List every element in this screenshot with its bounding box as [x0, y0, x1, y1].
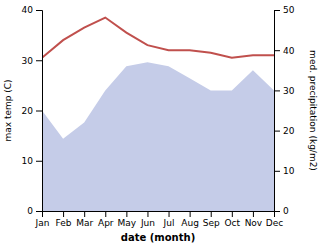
- tick-mark: [84, 211, 85, 217]
- tick: 30: [274, 86, 295, 96]
- tick: Jan: [35, 211, 50, 228]
- tick: Feb: [56, 211, 72, 228]
- tick-mark: [274, 10, 280, 11]
- area: [42, 62, 274, 211]
- tick-mark: [105, 211, 106, 217]
- tick-label: Nov: [245, 218, 263, 228]
- tick: Sep: [203, 211, 220, 228]
- tick-mark: [147, 211, 148, 217]
- tick: 40: [274, 46, 295, 56]
- tick-label: 40: [283, 46, 295, 56]
- tick: Nov: [245, 211, 263, 228]
- tick-label: Jul: [163, 218, 175, 228]
- chart: JanFebMarAprMayJunJulAugSepOctNovDec0102…: [0, 0, 318, 247]
- tick: Oct: [225, 211, 241, 228]
- tick-mark: [253, 211, 254, 217]
- tick-label: 20: [22, 106, 34, 116]
- tick-mark: [36, 211, 42, 212]
- tick: 30: [22, 56, 42, 66]
- tick-label: 50: [283, 5, 295, 15]
- tick-mark: [36, 161, 42, 162]
- tick: 10: [274, 166, 295, 176]
- tick-mark: [274, 50, 280, 51]
- x-axis: Jan Feb Mar Apr MayJun Jul Aug Sep Oct NovDec: [35, 211, 284, 228]
- tick-mark: [36, 111, 42, 112]
- tick-mark: [126, 211, 127, 217]
- tick: Aug: [181, 211, 199, 228]
- tick-label: Jun: [140, 218, 155, 228]
- tick: 20: [274, 126, 295, 136]
- tick: 40: [22, 5, 42, 15]
- tick-label: 30: [283, 86, 295, 96]
- axis-line: [43, 212, 275, 218]
- tick-mark: [274, 131, 280, 132]
- tick-mark: [36, 10, 42, 11]
- tick-mark: [232, 211, 233, 217]
- tick-label: 20: [283, 126, 295, 136]
- tick: Apr: [98, 211, 114, 228]
- plot-area: JanFebMarAprMayJunJulAugSepOctNovDec0102…: [22, 5, 295, 228]
- tick-label: Jan: [35, 218, 50, 228]
- y2-axis: 0 10 20 30 40 50: [274, 5, 295, 216]
- axis-line: [36, 11, 43, 212]
- tick-mark: [274, 90, 280, 91]
- line: [42, 18, 274, 58]
- tick-mark: [63, 211, 64, 217]
- x-axis-title: date (month): [121, 232, 195, 243]
- tick: Dec: [266, 211, 283, 228]
- tick-label: Oct: [225, 218, 241, 228]
- tick-label: 10: [283, 166, 295, 176]
- tick-mark: [274, 211, 280, 212]
- tick-mark: [36, 60, 42, 61]
- tick: 0: [27, 206, 42, 216]
- axis-line: [275, 11, 281, 212]
- tick: 50: [274, 5, 295, 15]
- y-axis-title: max temp (C): [3, 79, 13, 141]
- tick-mark: [274, 171, 280, 172]
- tick-label: 10: [22, 156, 34, 166]
- tick-label: Sep: [203, 218, 220, 228]
- tick: Mar: [76, 211, 93, 228]
- tick-label: May: [118, 218, 137, 228]
- tick-mark: [211, 211, 212, 217]
- tick-label: Mar: [76, 218, 93, 228]
- tick-label: Aug: [181, 218, 199, 228]
- tick-label: Dec: [266, 218, 283, 228]
- tick: 20: [22, 106, 42, 116]
- tick-label: Feb: [56, 218, 72, 228]
- tick: 0: [274, 206, 289, 216]
- tick: 10: [22, 156, 42, 166]
- marks: [42, 18, 274, 211]
- tick-mark: [190, 211, 191, 217]
- tick: Jun: [140, 211, 155, 228]
- tick-mark: [169, 211, 170, 217]
- tick-label: 0: [283, 206, 289, 216]
- tick: Jul: [163, 211, 175, 228]
- y-axis: 0 10 20 30 40: [22, 5, 43, 216]
- tick-label: 30: [22, 56, 34, 66]
- y2-axis-title: med. precipitation (kg/m2): [308, 50, 318, 171]
- tick-label: Apr: [98, 218, 114, 228]
- tick-label: 0: [27, 206, 33, 216]
- tick: May: [118, 211, 137, 228]
- tick-label: 40: [22, 5, 34, 15]
